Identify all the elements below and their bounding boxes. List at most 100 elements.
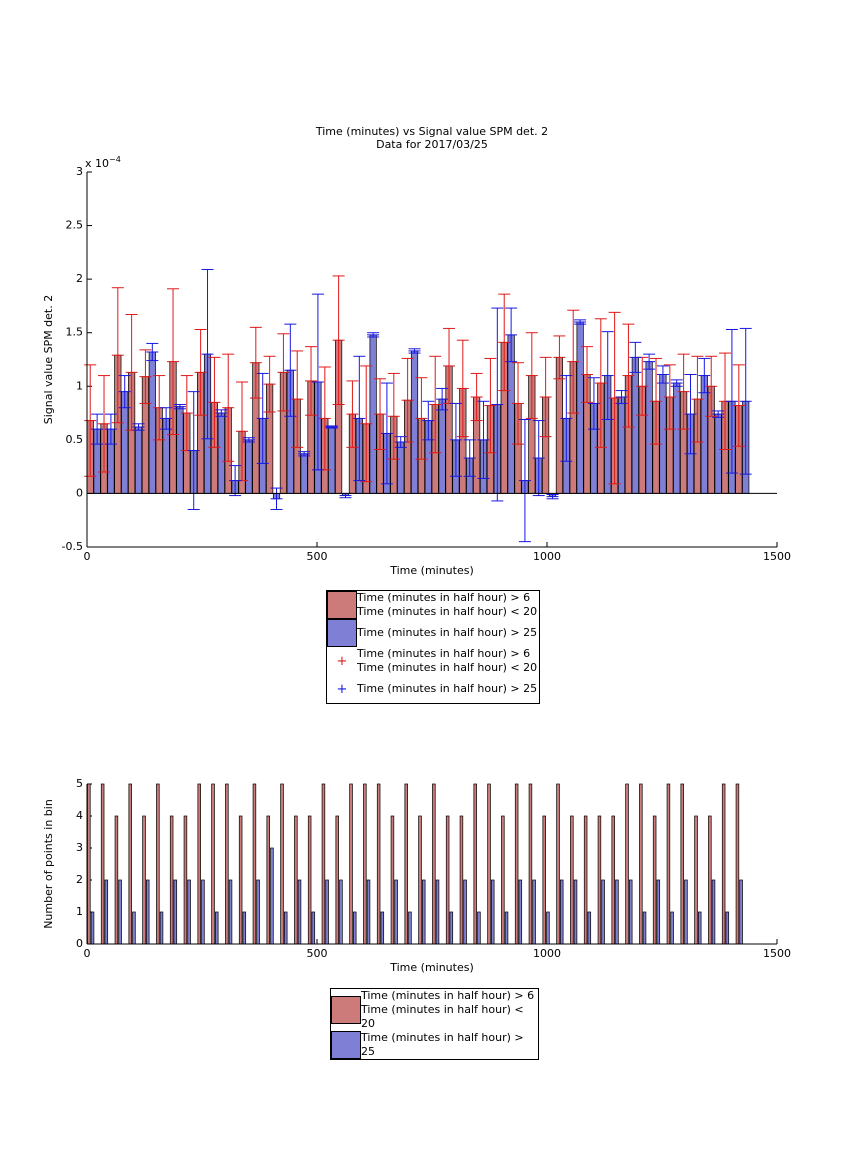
error-bar	[222, 353, 235, 462]
error-bar	[560, 375, 573, 462]
bar	[739, 879, 743, 945]
bar	[394, 879, 398, 945]
error-bar	[443, 327, 456, 404]
bar	[438, 398, 446, 494]
bar	[390, 815, 395, 945]
y-exponent-power: −4	[109, 155, 121, 164]
bar	[735, 783, 740, 945]
bar	[335, 815, 339, 945]
x-axis-label: Time (minutes)	[389, 564, 474, 577]
error-bar	[98, 375, 111, 473]
bar	[421, 879, 426, 945]
bar	[445, 815, 450, 945]
error-bar	[167, 288, 180, 435]
y-tick-label: 1	[76, 905, 83, 918]
bar	[87, 783, 91, 945]
bar	[601, 879, 605, 945]
bar	[611, 815, 615, 945]
y-axis-label: Signal value SPM det. 2	[42, 295, 55, 425]
error-bar	[512, 362, 525, 445]
legend-label: Time (minutes in half hour) > 6 Time (mi…	[357, 647, 538, 674]
error-bar	[277, 333, 290, 412]
legend-label: Time (minutes in half hour) > 6 Time (mi…	[361, 989, 535, 1030]
x-tick-label: 0	[84, 947, 91, 960]
error-bar	[574, 319, 587, 325]
bar	[673, 382, 681, 494]
error-bar	[546, 494, 559, 500]
bar	[694, 815, 698, 945]
y-tick-label: 2	[76, 272, 83, 285]
bar	[214, 911, 219, 945]
bar	[321, 783, 326, 945]
error-bar	[387, 372, 400, 460]
bar	[408, 911, 412, 945]
error-bar	[284, 323, 297, 417]
bar	[297, 879, 302, 945]
error-bar	[484, 357, 497, 454]
error-bar	[256, 372, 269, 464]
error-bar	[456, 339, 469, 438]
error-bar	[374, 378, 387, 450]
y-tick-label: 0.5	[66, 433, 84, 446]
bar	[307, 815, 312, 945]
x-tick-label: 1500	[763, 550, 791, 563]
bar	[270, 847, 274, 945]
legend-symbol	[331, 1031, 361, 1059]
error-bar	[650, 357, 663, 445]
bar	[162, 418, 170, 494]
legend-entry: Time (minutes in half hour) > 6 Time (mi…	[331, 989, 538, 1031]
error-bar	[539, 356, 552, 438]
bar	[617, 396, 626, 494]
y-tick-label: 2	[76, 873, 83, 886]
legend-label: Time (minutes in half hour) > 25	[361, 1031, 524, 1058]
error-bar	[91, 413, 104, 445]
error-bar	[477, 400, 490, 479]
bar	[721, 783, 726, 945]
bar	[449, 911, 454, 945]
bar	[201, 879, 205, 945]
y-tick-label: 0	[76, 937, 83, 950]
error-bar	[532, 420, 545, 497]
chart-subtitle: Data for 2017/03/25	[376, 138, 488, 151]
bar	[294, 815, 298, 945]
bar	[587, 911, 592, 945]
bar	[570, 815, 574, 945]
bar	[642, 911, 647, 945]
bar	[645, 361, 653, 494]
bar	[435, 879, 440, 945]
bar	[118, 879, 122, 945]
error-bar	[463, 439, 476, 477]
error-bar	[360, 365, 373, 483]
error-bar	[684, 374, 697, 455]
x-tick-label: 500	[307, 947, 328, 960]
error-bar	[587, 377, 600, 430]
error-bar	[739, 327, 752, 475]
bar	[197, 783, 201, 945]
bar	[546, 911, 550, 945]
bar	[697, 911, 702, 945]
error-bar	[84, 364, 97, 477]
legend-symbol: +	[336, 681, 348, 697]
error-bar	[311, 293, 324, 471]
error-bar	[505, 307, 518, 363]
error-bar	[615, 390, 628, 404]
error-bar	[677, 353, 690, 430]
legend-symbol	[331, 996, 361, 1024]
bar	[328, 426, 336, 494]
x-tick-label: 1000	[533, 550, 561, 563]
error-bar	[229, 465, 242, 497]
y-tick-label: 4	[76, 809, 83, 822]
bar	[725, 911, 730, 945]
error-bar	[643, 353, 656, 370]
bar	[156, 783, 160, 945]
bar	[487, 783, 491, 945]
y-exponent: x 10−4	[85, 155, 121, 171]
bar	[252, 783, 257, 945]
error-bar	[601, 331, 614, 420]
legend-symbol	[327, 619, 357, 647]
bar	[684, 879, 688, 945]
bar	[183, 815, 188, 945]
legend-patch	[327, 619, 357, 647]
